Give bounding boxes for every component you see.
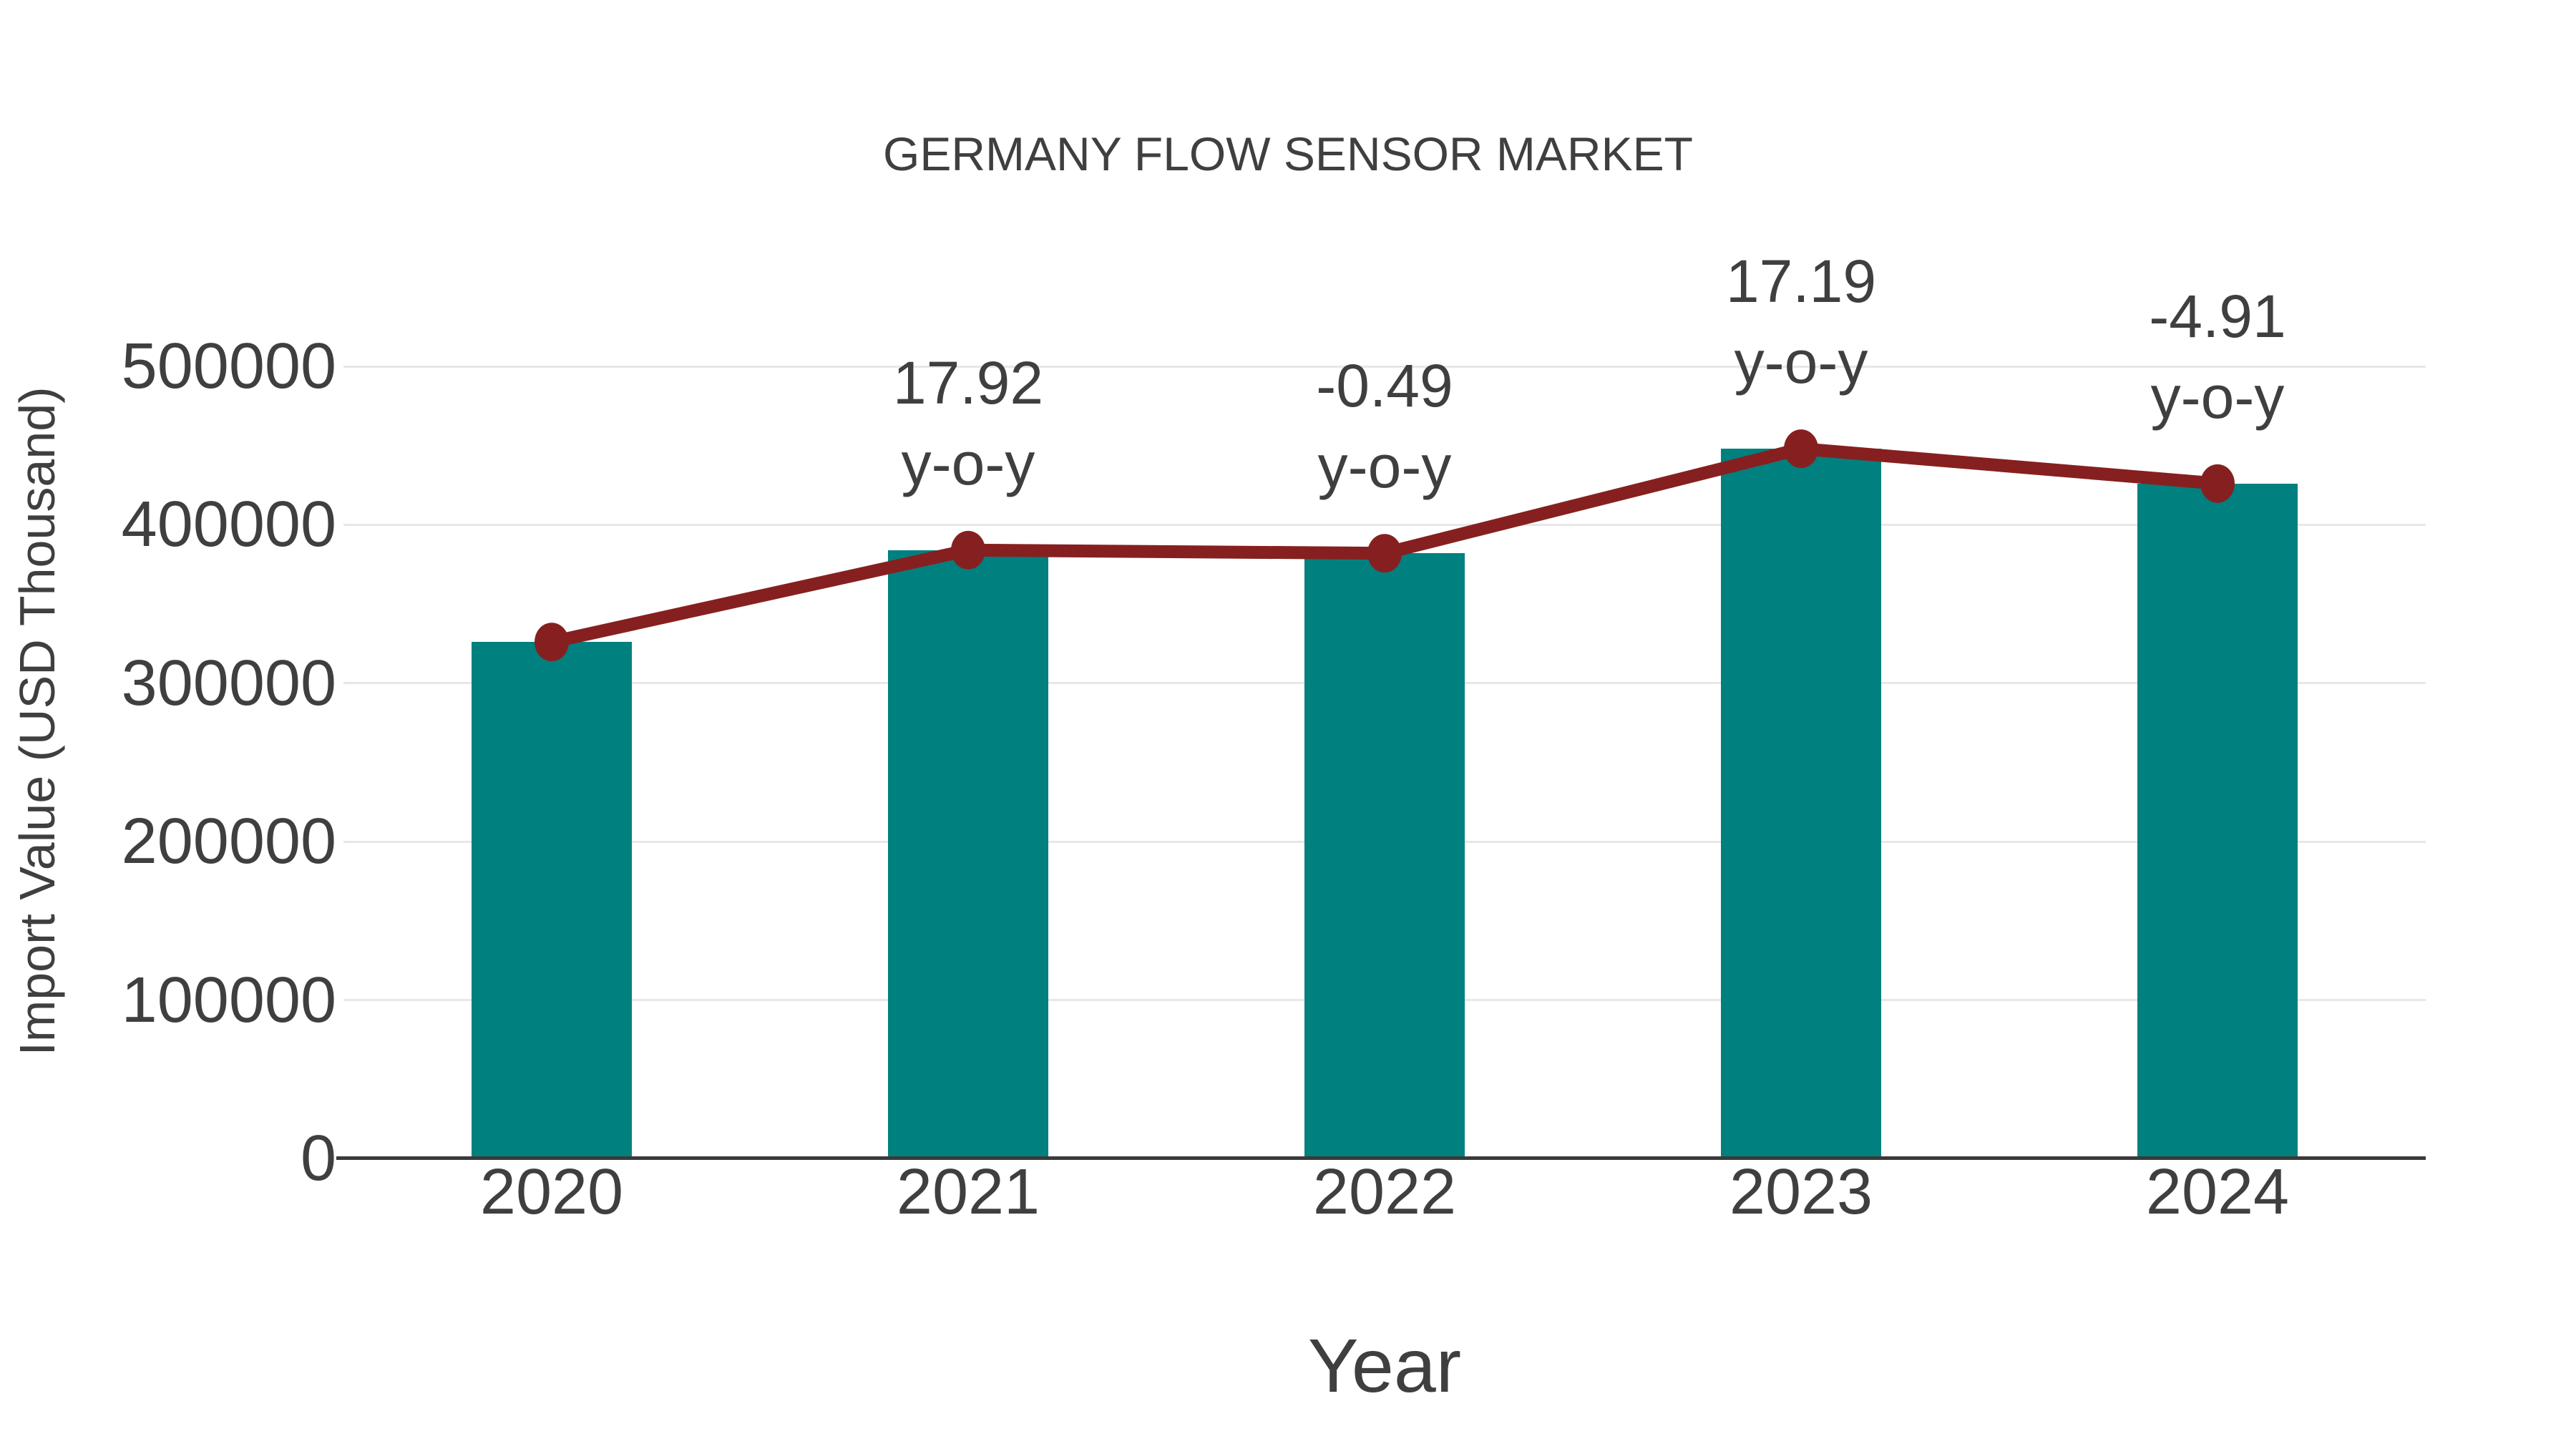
annotation-value: 17.92 — [892, 348, 1044, 416]
y-tick-label: 200000 — [121, 806, 336, 878]
y-tick-label: 400000 — [121, 489, 336, 561]
x-tick-label-2023: 2023 — [1729, 1156, 1873, 1228]
bar-2023 — [1721, 449, 1881, 1158]
y-tick-label: 500000 — [121, 331, 336, 402]
annotation-value: -0.49 — [1316, 352, 1453, 420]
bar-2021 — [888, 550, 1048, 1158]
x-axis-line — [336, 1156, 2426, 1160]
annotation-suffix: y-o-y — [2150, 363, 2285, 431]
data-point-marker-2023 — [1784, 429, 1818, 469]
x-tick-label-2022: 2022 — [1312, 1156, 1457, 1228]
x-tick-label-2020: 2020 — [479, 1156, 624, 1228]
data-point-marker-2024 — [2200, 464, 2235, 503]
y-tick-label: 100000 — [121, 964, 336, 1036]
annotation-2023: 17.19 y-o-y — [1586, 241, 2016, 403]
annotation-2021: 17.92 y-o-y — [753, 343, 1183, 504]
x-tick-label-2024: 2024 — [2145, 1156, 2290, 1228]
data-point-marker-2021 — [951, 530, 985, 570]
data-point-marker-2022 — [1367, 534, 1402, 573]
x-axis-title: Year — [1307, 1324, 1462, 1408]
x-tick-label-2021: 2021 — [896, 1156, 1040, 1228]
gridline — [343, 365, 2426, 368]
annotation-2024: -4.91 y-o-y — [2003, 276, 2432, 438]
annotation-2022: -0.49 y-o-y — [1170, 346, 1599, 507]
bar-2024 — [2137, 483, 2298, 1158]
bar-2020 — [472, 642, 632, 1158]
chart-title: GERMANY FLOW SENSOR MARKET — [883, 127, 1693, 180]
annotation-suffix: y-o-y — [1317, 433, 1452, 501]
annotation-value: -4.91 — [2149, 282, 2286, 350]
data-point-marker-2020 — [535, 623, 569, 662]
y-tick-label: 0 — [300, 1123, 336, 1194]
annotation-value: 17.19 — [1725, 248, 1877, 316]
annotation-suffix: y-o-y — [901, 429, 1035, 497]
y-tick-label: 300000 — [121, 647, 336, 719]
gridline — [343, 523, 2426, 526]
bar-2022 — [1304, 553, 1465, 1158]
annotation-suffix: y-o-y — [1734, 328, 1868, 396]
